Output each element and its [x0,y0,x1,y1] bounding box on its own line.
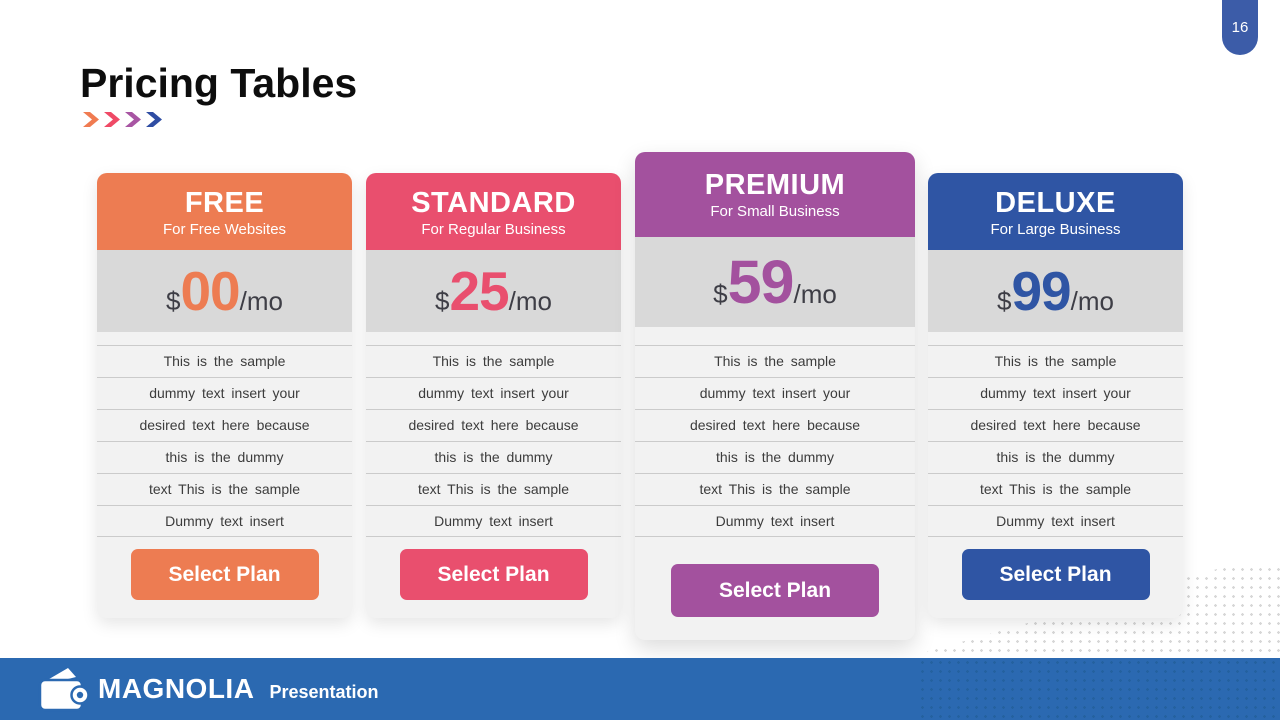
select-plan-button[interactable]: Select Plan [961,549,1150,600]
feature-row: dummy text insert your [928,377,1183,409]
plan-name: FREE [184,187,265,219]
brand-name: MAGNOLIA [98,673,255,704]
price-currency: $ [435,286,450,316]
feature-row: text This is the sample [97,473,352,505]
price-amount: 59 [727,248,795,316]
feature-row: This is the sample [97,345,352,377]
plan-subtitle: For Large Business [990,221,1121,239]
feature-row: this is the dummy [635,441,915,473]
plan-header: FREE For Free Websites [97,173,352,250]
price-period: /mo [793,279,837,309]
plan-card-premium: PREMIUM For Small Business $59/mo This i… [635,152,915,640]
plan-price: $99/mo [928,250,1183,332]
feature-list: This is the sample dummy text insert you… [928,345,1183,537]
title-chevrons [83,112,163,127]
feature-row: This is the sample [928,345,1183,377]
plan-header: PREMIUM For Small Business [635,152,915,237]
footer-bar: MAGNOLIA Presentation [0,658,1280,720]
price-amount: 00 [180,260,240,322]
page-title: Pricing Tables [80,60,358,106]
feature-row: text This is the sample [928,473,1183,505]
brand-subtitle: Presentation [269,682,379,702]
feature-row: this is the dummy [366,441,621,473]
feature-row: desired text here because [97,409,352,441]
plan-name: DELUXE [995,187,1116,219]
price-amount: 99 [1011,260,1071,322]
select-plan-button[interactable]: Select Plan [399,549,588,600]
plan-header: DELUXE For Large Business [928,173,1183,250]
feature-row: dummy text insert your [635,377,915,409]
feature-row: Dummy text insert [635,505,915,537]
plan-price: $59/mo [635,237,915,327]
page-number: 16 [1231,19,1249,36]
plan-name: STANDARD [411,187,576,219]
feature-row: desired text here because [635,409,915,441]
plan-header: STANDARD For Regular Business [366,173,621,250]
plan-price: $00/mo [97,250,352,332]
chevron-right-icon [83,112,99,127]
price-amount: 25 [449,260,509,322]
price-currency: $ [166,286,181,316]
price-period: /mo [1070,286,1114,316]
feature-row: desired text here because [928,409,1183,441]
feature-row: dummy text insert your [366,377,621,409]
feature-row: text This is the sample [366,473,621,505]
plan-price: $25/mo [366,250,621,332]
chevron-right-icon [125,112,141,127]
feature-list: This is the sample dummy text insert you… [366,345,621,537]
feature-row: Dummy text insert [97,505,352,537]
plan-card-standard: STANDARD For Regular Business $25/mo Thi… [366,173,621,618]
plan-subtitle: For Small Business [710,203,840,221]
plan-card-free: FREE For Free Websites $00/mo This is th… [97,173,352,618]
select-plan-button[interactable]: Select Plan [671,564,879,617]
page-number-tab: 16 [1222,0,1258,55]
feature-row: Dummy text insert [928,505,1183,537]
footer-dots-pattern [918,658,1280,720]
price-period: /mo [508,286,552,316]
feature-row: This is the sample [366,345,621,377]
brand: MAGNOLIA Presentation [98,673,378,705]
feature-row: Dummy text insert [366,505,621,537]
price-period: /mo [239,286,283,316]
plan-card-deluxe: DELUXE For Large Business $99/mo This is… [928,173,1183,618]
feature-row: this is the dummy [928,441,1183,473]
price-currency: $ [997,286,1012,316]
plan-subtitle: For Regular Business [421,221,566,239]
feature-list: This is the sample dummy text insert you… [97,345,352,537]
price-currency: $ [713,279,728,309]
wallet-icon [38,668,88,712]
feature-list: This is the sample dummy text insert you… [635,345,915,537]
feature-row: dummy text insert your [97,377,352,409]
feature-row: text This is the sample [635,473,915,505]
feature-row: this is the dummy [97,441,352,473]
feature-row: desired text here because [366,409,621,441]
plan-subtitle: For Free Websites [162,221,287,239]
feature-row: This is the sample [635,345,915,377]
select-plan-button[interactable]: Select Plan [130,549,319,600]
chevron-right-icon [104,112,120,127]
chevron-right-icon [146,112,162,127]
plan-name: PREMIUM [704,169,846,201]
